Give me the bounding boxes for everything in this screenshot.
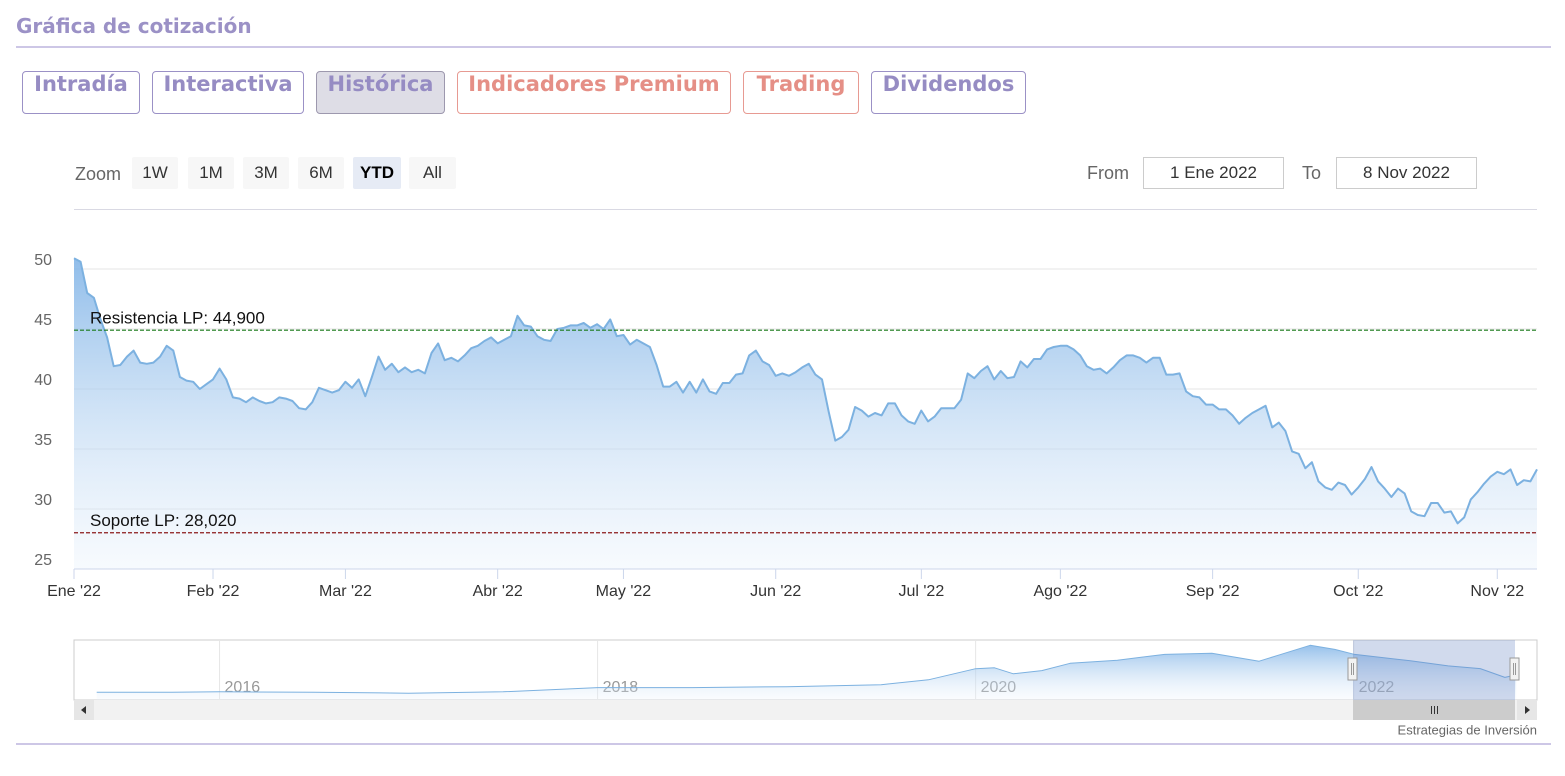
zoom-button[interactable]: 1W	[132, 157, 178, 189]
scrollbar-track[interactable]	[74, 700, 1537, 720]
x-tick-label: May '22	[596, 583, 652, 600]
navigator-handle[interactable]	[1347, 657, 1358, 681]
y-tick-label: 45	[34, 312, 52, 329]
zoom-button[interactable]: 3M	[243, 157, 289, 189]
price-line	[73, 257, 1538, 525]
x-tick-label: Feb '22	[187, 583, 240, 600]
level-label: Soporte LP: 28,020	[90, 511, 237, 530]
y-tick-label: 25	[34, 552, 52, 569]
y-tick-label: 40	[34, 372, 52, 389]
y-tick-label: 50	[34, 252, 52, 269]
area-fill	[74, 258, 1537, 569]
divider	[16, 743, 1551, 745]
y-tick-label: 30	[34, 492, 52, 509]
zoom-button[interactable]: All	[409, 157, 456, 189]
navigator-handle[interactable]	[1509, 657, 1520, 681]
zoom-label: Zoom	[75, 164, 122, 184]
credit: Estrategias de Inversión	[1398, 722, 1537, 737]
zoom-button[interactable]: YTD	[353, 157, 401, 189]
y-tick-label: 35	[34, 432, 52, 449]
x-tick-label: Jul '22	[898, 583, 944, 600]
x-tick-label: Jun '22	[750, 583, 801, 600]
to-label: To	[1302, 163, 1322, 183]
tab[interactable]: Histórica	[316, 71, 445, 114]
x-tick-label: Oct '22	[1333, 583, 1383, 600]
arrow-right	[1525, 706, 1530, 714]
from-input[interactable]: 1 Ene 2022	[1143, 157, 1284, 189]
tab[interactable]: Intradía	[22, 71, 140, 114]
page-title: Gráfica de cotización	[16, 14, 252, 38]
tab[interactable]: Trading	[743, 71, 859, 114]
level-label: Resistencia LP: 44,900	[90, 309, 265, 328]
x-tick-label: Abr '22	[473, 583, 523, 600]
x-tick-label: Ago '22	[1033, 583, 1087, 600]
zoom-button[interactable]: 1M	[188, 157, 234, 189]
tab[interactable]: Interactiva	[152, 71, 304, 114]
navigator-selection[interactable]	[1353, 640, 1515, 700]
price-line	[96, 644, 1517, 694]
arrow-left	[81, 706, 86, 714]
divider	[16, 46, 1551, 48]
tab[interactable]: Indicadores Premium	[457, 71, 731, 114]
area-fill	[96, 645, 1517, 700]
to-input[interactable]: 8 Nov 2022	[1336, 157, 1477, 189]
x-tick-label: Nov '22	[1470, 583, 1524, 600]
tab[interactable]: Dividendos	[871, 71, 1026, 114]
from-label: From	[1087, 163, 1129, 183]
x-tick-label: Sep '22	[1186, 583, 1240, 600]
x-tick-label: Mar '22	[319, 583, 372, 600]
zoom-button[interactable]: 6M	[298, 157, 344, 189]
x-tick-label: Ene '22	[47, 583, 101, 600]
